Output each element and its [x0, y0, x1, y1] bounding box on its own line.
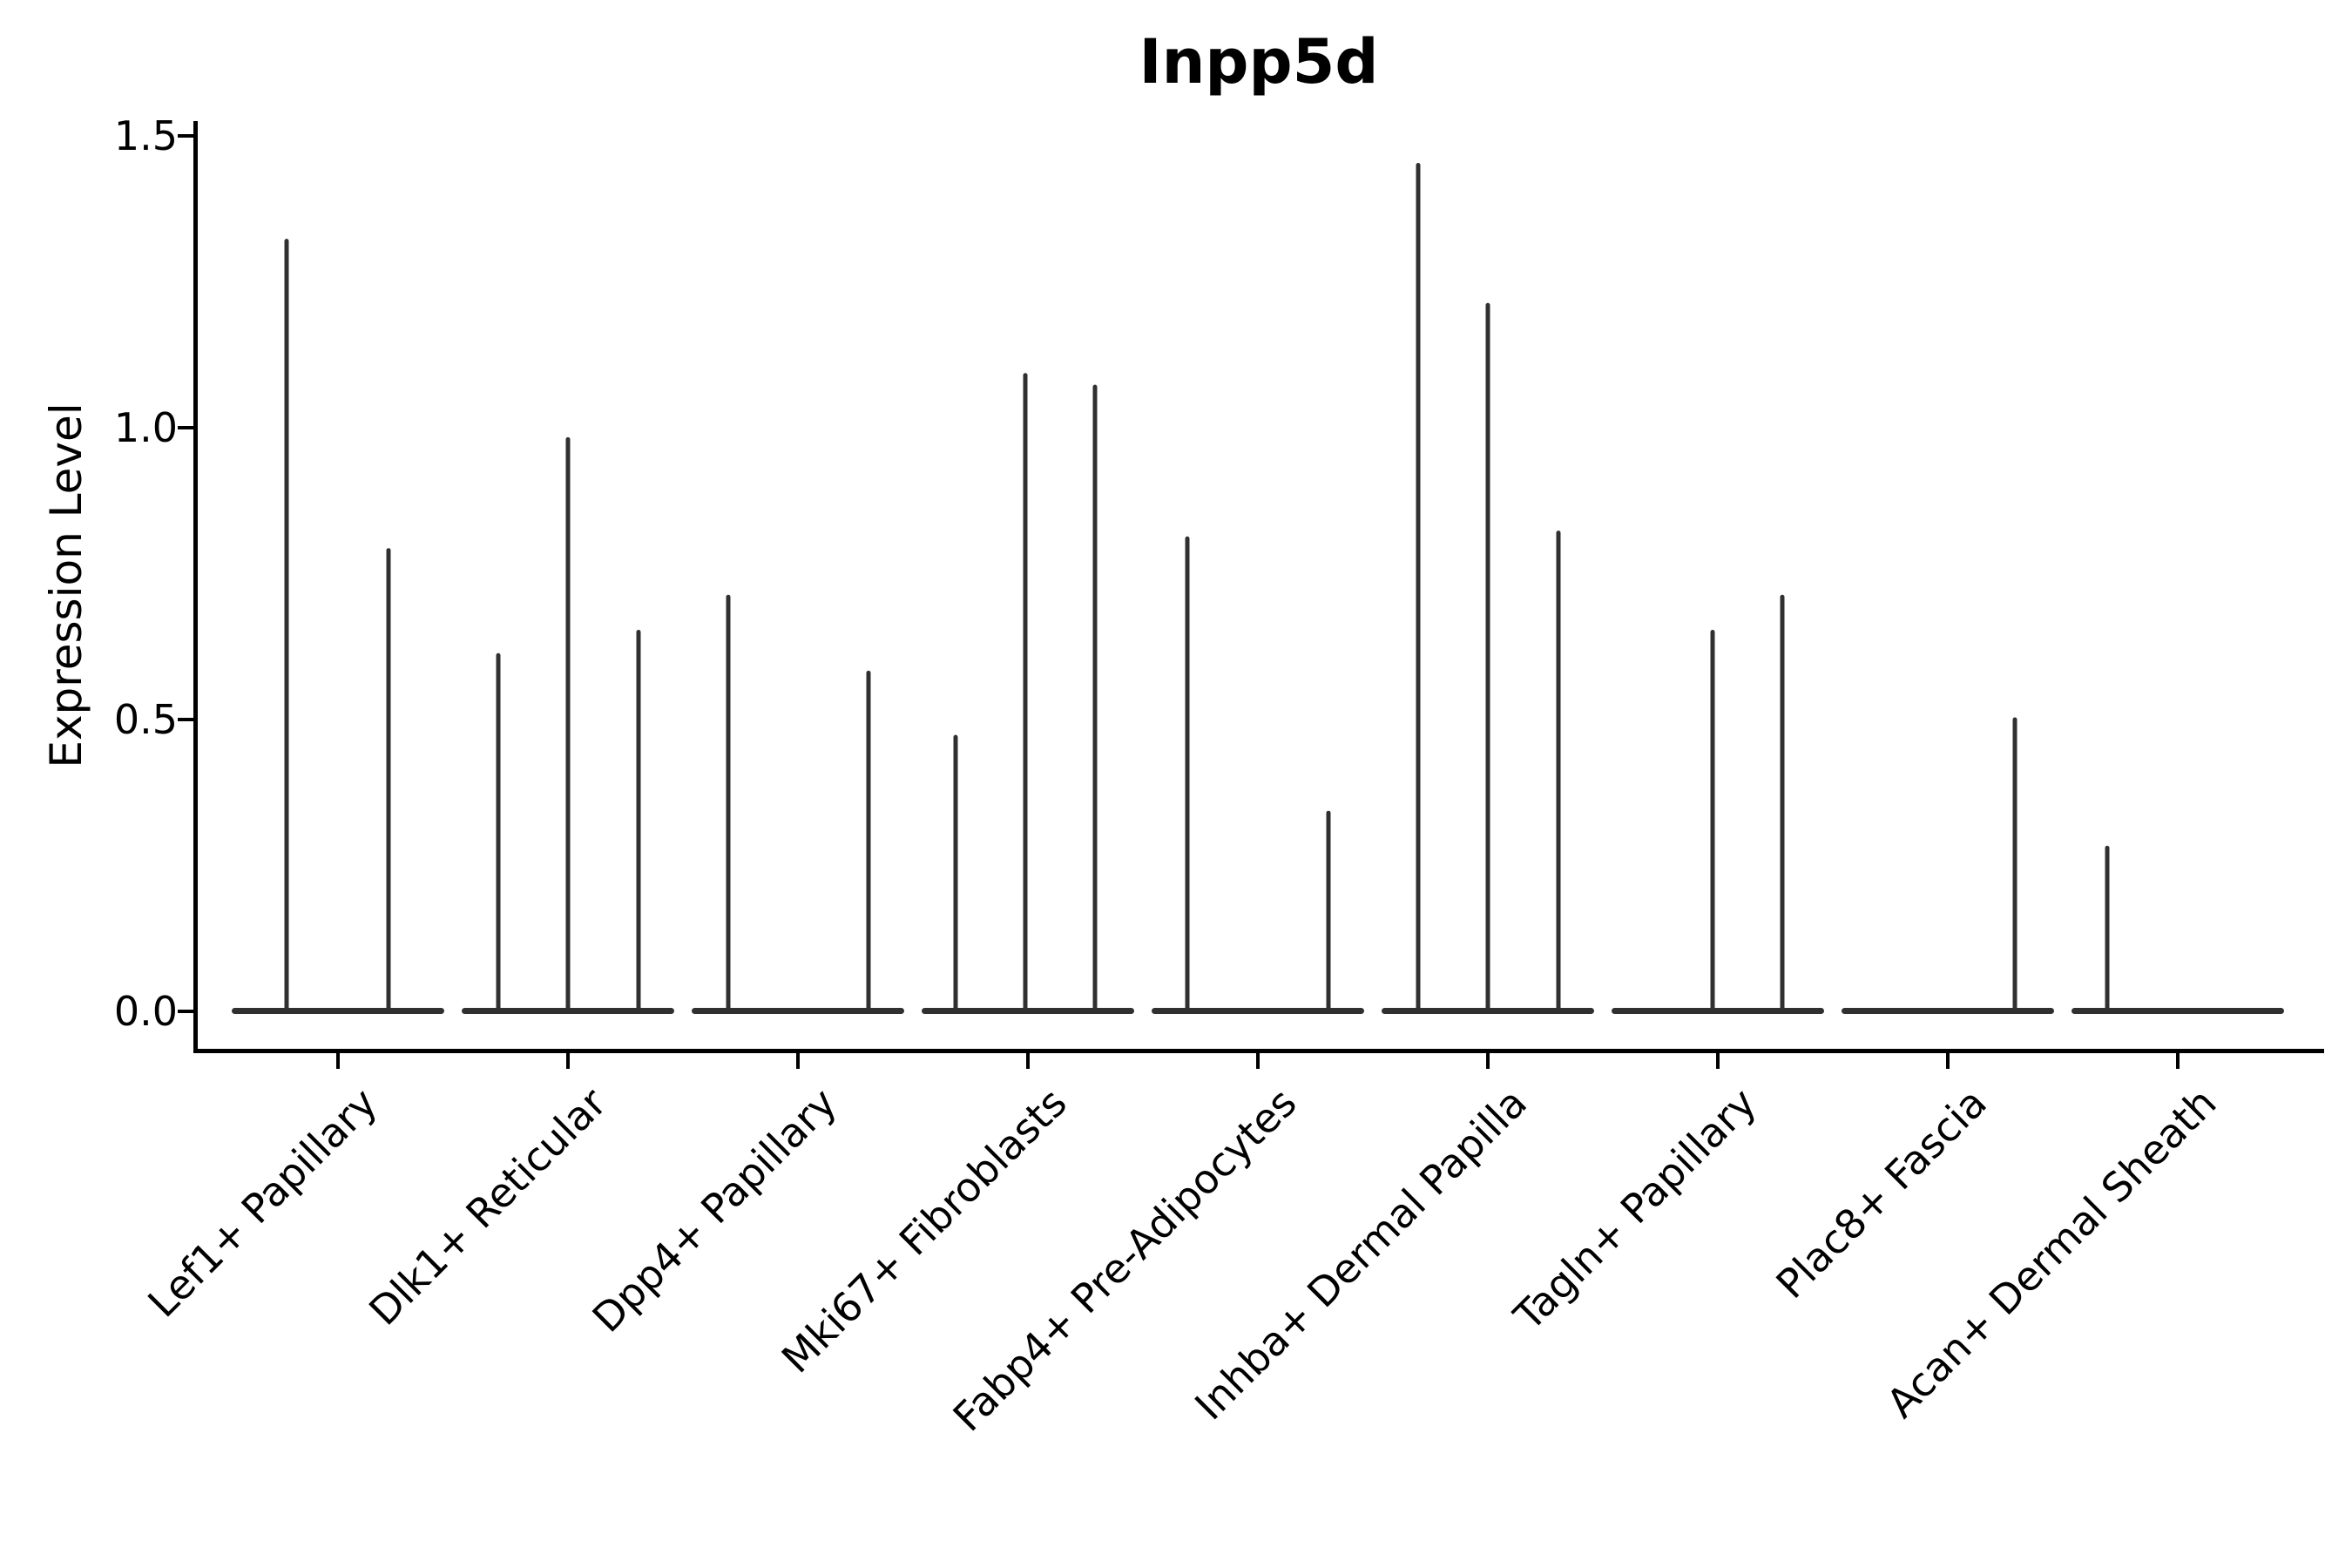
- x-tick-mark: [1946, 1053, 1950, 1069]
- x-tick-mark: [1026, 1053, 1030, 1069]
- y-tick-label: 0.0: [113, 988, 178, 1035]
- chart-title: Inpp5d: [1139, 26, 1379, 98]
- x-tick-mark: [1256, 1053, 1260, 1069]
- violin-baseline: [2072, 1008, 2284, 1014]
- violin-baseline: [1842, 1008, 2054, 1014]
- y-tick-label: 1.5: [113, 112, 178, 159]
- x-tick-mark: [2176, 1053, 2180, 1069]
- x-tick-mark: [336, 1053, 340, 1069]
- x-tick-mark: [566, 1053, 570, 1069]
- x-tick-mark: [796, 1053, 800, 1069]
- x-tick-mark: [1486, 1053, 1490, 1069]
- y-axis-spine: [193, 121, 198, 1053]
- y-tick-mark: [178, 718, 193, 721]
- y-tick-label: 0.5: [113, 696, 178, 743]
- y-tick-label: 1.0: [113, 404, 178, 451]
- violin-baseline: [232, 1008, 444, 1014]
- x-axis-spine: [193, 1049, 2324, 1053]
- violin-baseline: [1152, 1008, 1364, 1014]
- violin-baseline: [1612, 1008, 1824, 1014]
- x-tick-mark: [1716, 1053, 1720, 1069]
- y-tick-mark: [178, 426, 193, 429]
- violin-baseline: [922, 1008, 1134, 1014]
- y-tick-mark: [178, 1010, 193, 1013]
- y-tick-mark: [178, 134, 193, 138]
- violin-baseline: [692, 1008, 904, 1014]
